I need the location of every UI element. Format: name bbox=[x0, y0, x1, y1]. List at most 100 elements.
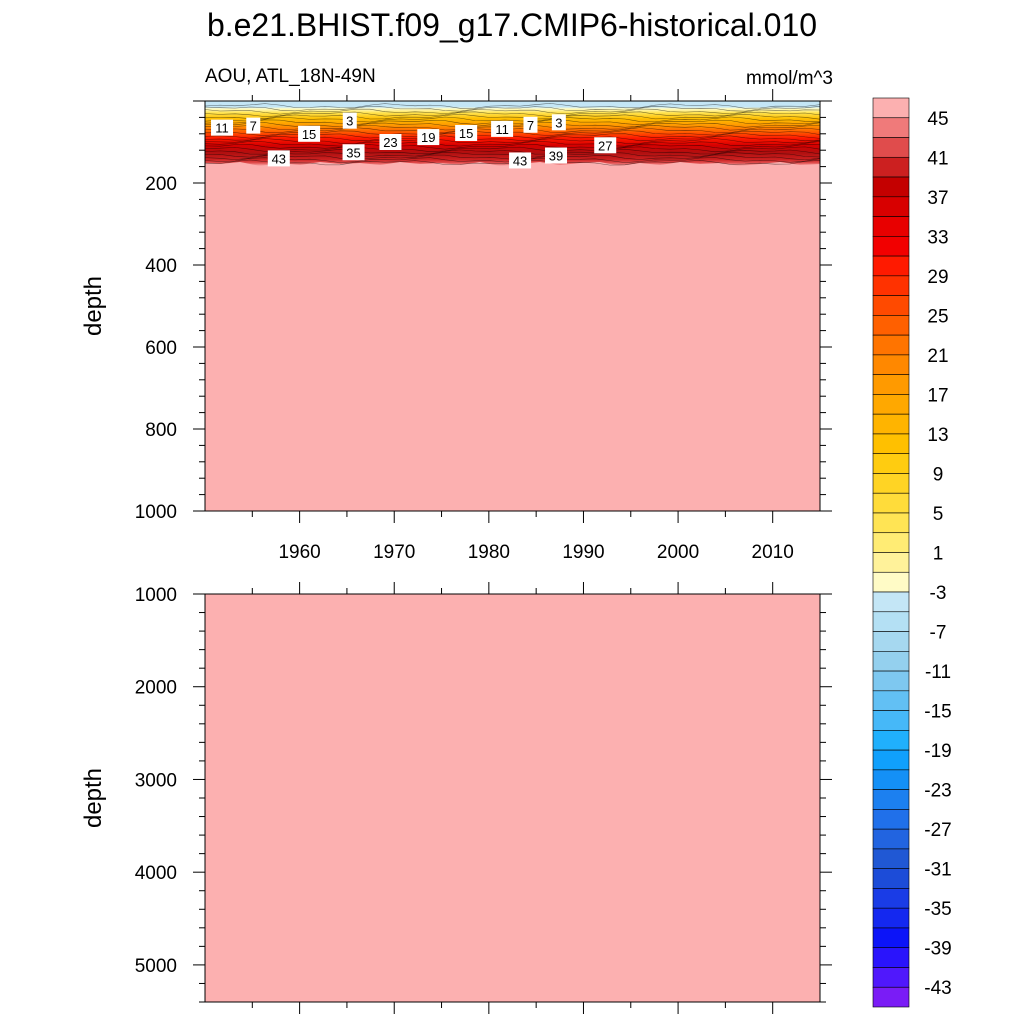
y-tick-label: 4000 bbox=[135, 863, 177, 884]
contour-line bbox=[204, 146, 821, 153]
colorbar-label: -3 bbox=[930, 583, 947, 604]
contour-label: 11 bbox=[215, 121, 229, 136]
colorbar-swatch bbox=[872, 828, 910, 850]
variable-region-label: AOU, ATL_18N-49N bbox=[205, 66, 376, 87]
colorbar-label: 33 bbox=[927, 227, 948, 248]
contour-label: 27 bbox=[598, 138, 612, 153]
contour-label-box bbox=[267, 150, 290, 167]
colorbar-label: 1 bbox=[933, 544, 944, 565]
colorbar-swatch bbox=[872, 690, 910, 711]
colorbar-swatch bbox=[872, 275, 910, 296]
lower-panel: 1000 2000 3000 4000 5000 depth bbox=[80, 582, 832, 1014]
upper-panel-frame bbox=[204, 100, 821, 512]
y-tick-label: 600 bbox=[145, 338, 177, 359]
colorbar-label: 13 bbox=[927, 425, 948, 446]
contour-label-box bbox=[211, 119, 234, 136]
colorbar-swatch bbox=[872, 156, 910, 178]
colorbar-label: -19 bbox=[924, 741, 951, 762]
contour-label: 15 bbox=[302, 127, 316, 142]
contour-line bbox=[204, 111, 821, 117]
x-tick-label: 2000 bbox=[657, 542, 699, 563]
contour-line bbox=[204, 108, 821, 115]
contour-line bbox=[204, 148, 821, 155]
colorbar-swatch bbox=[872, 868, 910, 889]
x-tick-label: 1980 bbox=[468, 542, 510, 563]
colorbar-swatch bbox=[872, 512, 910, 534]
colorbar-label: -43 bbox=[924, 978, 951, 999]
x-tick-label: 1970 bbox=[373, 542, 415, 563]
contour-label-box bbox=[379, 134, 402, 150]
colorbar-swatch bbox=[872, 611, 910, 632]
colorbar-label: 41 bbox=[927, 148, 948, 169]
contour-label-box bbox=[551, 114, 566, 131]
colorbar-swatch bbox=[872, 888, 910, 909]
y-tick-label: 1000 bbox=[135, 585, 177, 606]
upper-y-axis-label: depth bbox=[80, 276, 107, 336]
colorbar-label: 25 bbox=[927, 306, 948, 327]
x-tick-label: 2010 bbox=[752, 542, 794, 563]
contour-label: 19 bbox=[421, 130, 435, 145]
contour-label-box bbox=[491, 120, 514, 137]
colorbar-label: -35 bbox=[924, 899, 951, 920]
contour-label-box bbox=[545, 147, 568, 164]
colorbar-swatch bbox=[872, 354, 910, 375]
contour-label: 7 bbox=[527, 118, 534, 133]
y-tick-label: 400 bbox=[145, 256, 177, 277]
contour-label: 15 bbox=[459, 126, 473, 141]
colorbar-label: -31 bbox=[924, 860, 951, 881]
colorbar-label: -11 bbox=[925, 662, 951, 683]
y-tick-label: 3000 bbox=[135, 770, 177, 791]
contour-label-box bbox=[594, 137, 617, 154]
lower-y-axis-label: depth bbox=[80, 768, 107, 828]
contour-label: 39 bbox=[549, 149, 563, 164]
colorbar-swatch bbox=[872, 117, 910, 138]
colorbar-swatch bbox=[872, 651, 910, 672]
y-tick-label: 2000 bbox=[135, 678, 177, 699]
colorbar-swatch bbox=[872, 809, 910, 830]
colorbar-swatch bbox=[872, 236, 910, 257]
contour-line bbox=[204, 113, 821, 120]
x-tick-label: 1990 bbox=[562, 542, 604, 563]
contour-label-box bbox=[417, 129, 440, 146]
colorbar-swatch bbox=[872, 769, 910, 790]
colorbar-swatch bbox=[872, 848, 910, 869]
x-tick-label: 1960 bbox=[278, 542, 320, 563]
contour-label-box bbox=[509, 152, 532, 169]
colorbar-label: 5 bbox=[933, 504, 944, 525]
contour-label: 3 bbox=[555, 115, 562, 130]
contour-label: 43 bbox=[272, 151, 286, 166]
chart-title: b.e21.BHIST.f09_g17.CMIP6-historical.010 bbox=[207, 7, 817, 43]
colorbar-swatch bbox=[872, 255, 910, 277]
colorbar-swatch bbox=[872, 552, 910, 573]
contour-label-box bbox=[523, 116, 538, 133]
colorbar-swatch bbox=[872, 749, 910, 771]
y-tick-label: 200 bbox=[145, 174, 177, 195]
colorbar-swatch bbox=[872, 334, 910, 356]
colorbar-swatch bbox=[872, 631, 910, 652]
contour-label-box bbox=[246, 117, 261, 134]
colorbar-label: 29 bbox=[927, 267, 948, 288]
colorbar-swatch bbox=[872, 710, 910, 731]
colorbar-swatch bbox=[872, 967, 910, 988]
colorbar-swatch bbox=[872, 394, 910, 415]
contour-label-box bbox=[342, 112, 357, 129]
colorbar-swatch bbox=[872, 473, 910, 494]
colorbar-swatch bbox=[872, 137, 910, 158]
colorbar-swatch bbox=[872, 947, 910, 968]
colorbar-swatch bbox=[872, 789, 910, 810]
colorbar-swatch bbox=[872, 176, 910, 198]
colorbar-swatch bbox=[872, 216, 910, 237]
colorbar-label: 9 bbox=[933, 464, 944, 485]
upper-contour-labels: 11 7 3 15 23 19 15 11 7 3 27 43 35 43 39 bbox=[211, 112, 617, 169]
colorbar-swatch bbox=[872, 413, 910, 435]
colorbar-swatch bbox=[872, 532, 910, 553]
colorbar-label: 17 bbox=[927, 385, 948, 406]
colorbar: 45 41 37 33 29 25 21 17 13 9 5 1 -3 -7 -11 -15 -19 -23 -27… bbox=[872, 97, 952, 1008]
colorbar-swatch bbox=[872, 196, 910, 217]
colorbar-swatch bbox=[872, 986, 910, 1008]
y-tick-label: 5000 bbox=[135, 956, 177, 977]
contour-label-box bbox=[298, 125, 321, 142]
colorbar-label: -39 bbox=[924, 939, 951, 960]
contour-label: 23 bbox=[383, 135, 397, 150]
